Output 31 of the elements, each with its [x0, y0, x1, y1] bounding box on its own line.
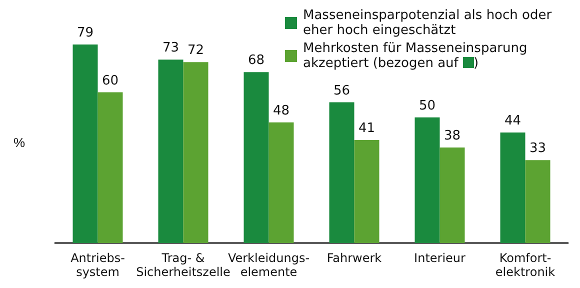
bar [354, 140, 380, 243]
bar [414, 117, 440, 243]
bar [72, 44, 98, 243]
data-label: 72 [187, 43, 204, 58]
bar [158, 60, 184, 243]
data-label: 60 [102, 73, 119, 88]
bar [268, 122, 294, 243]
y-axis-title: % [13, 135, 26, 150]
bar [183, 62, 208, 243]
legend-label: Mehrkosten für Masseneinsparung akzeptiert (bezogen auf ) [303, 41, 528, 71]
bar [440, 148, 465, 243]
x-tick-label: Fahrwerk [326, 251, 382, 265]
data-label: 73 [162, 40, 180, 56]
data-label: 33 [529, 141, 546, 156]
data-label: 56 [333, 83, 350, 98]
x-tick-label: Interieur [414, 251, 466, 265]
data-label: 41 [358, 120, 376, 136]
data-label: 68 [248, 53, 265, 68]
bar [244, 72, 269, 243]
data-label: 38 [444, 128, 461, 144]
bar [500, 132, 526, 243]
bar [329, 102, 354, 243]
data-label: 50 [418, 98, 436, 114]
x-tick-label: Antriebs- system [70, 251, 125, 279]
x-tick-label: Komfort- elektronik [495, 251, 556, 279]
data-label: 48 [272, 103, 290, 118]
legend-label: Masseneinsparpotenzial als hoch oder eher hoch eingeschätzt [303, 8, 553, 38]
bar [98, 92, 123, 243]
data-label: 79 [76, 26, 94, 41]
data-label: 44 [504, 113, 522, 128]
bar [525, 160, 550, 243]
